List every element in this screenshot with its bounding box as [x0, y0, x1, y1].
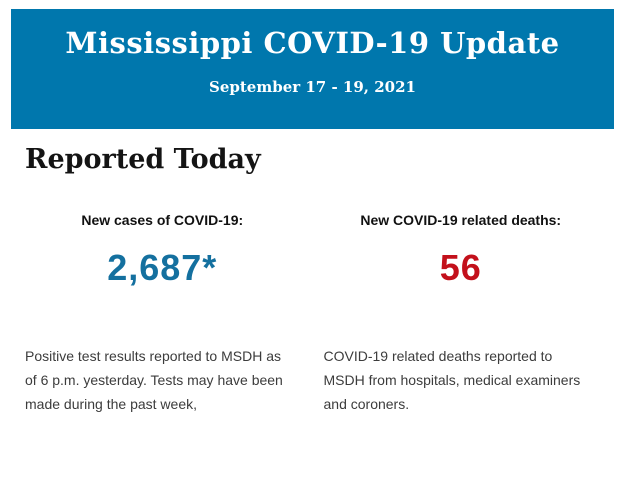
update-banner: Mississippi COVID-19 Update September 17…: [11, 9, 614, 129]
new-deaths-value: 56: [439, 247, 482, 288]
new-cases-value: 2,687*: [107, 247, 218, 288]
reported-today-heading: Reported Today: [25, 144, 261, 175]
stat-new-deaths: New COVID-19 related deaths: 56 COVID-19…: [324, 212, 599, 416]
covid-update-page: Mississippi COVID-19 Update September 17…: [0, 9, 620, 483]
new-cases-description: Positive test results reported to MSDH a…: [25, 348, 283, 412]
stats-row: New cases of COVID-19: 2,687* Positive t…: [0, 212, 620, 416]
new-deaths-description: COVID-19 related deaths reported to MSDH…: [323, 348, 581, 412]
stat-new-cases: New cases of COVID-19: 2,687* Positive t…: [25, 212, 300, 416]
banner-title: Mississippi COVID-19 Update: [65, 26, 560, 60]
new-deaths-label: New COVID-19 related deaths:: [360, 212, 562, 228]
banner-date-range: September 17 - 19, 2021: [209, 78, 416, 96]
new-cases-label: New cases of COVID-19:: [81, 212, 244, 228]
